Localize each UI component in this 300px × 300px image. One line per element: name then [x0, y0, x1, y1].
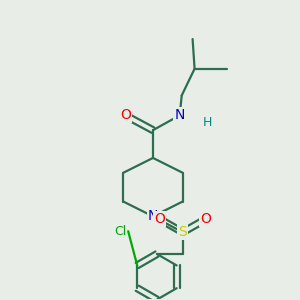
Text: S: S — [178, 225, 187, 239]
Text: O: O — [154, 212, 165, 226]
Text: Cl: Cl — [114, 225, 126, 238]
Text: O: O — [200, 212, 211, 226]
Text: N: N — [148, 209, 158, 224]
Text: O: O — [120, 108, 131, 122]
Text: N: N — [175, 108, 185, 122]
Text: H: H — [203, 116, 212, 129]
